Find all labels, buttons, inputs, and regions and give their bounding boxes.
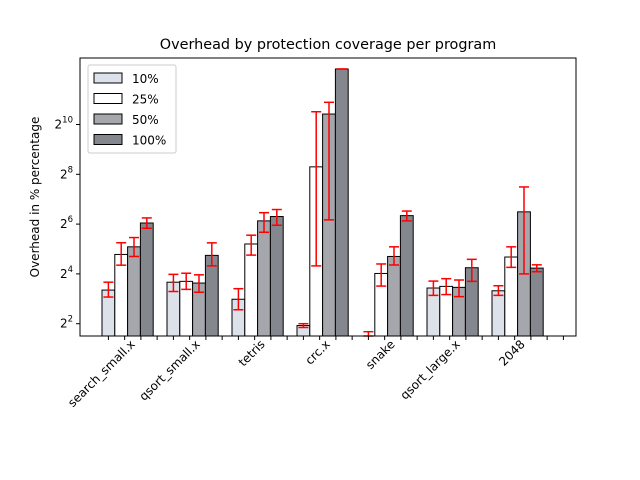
bar-100%-tetris xyxy=(269,216,284,337)
x-category-label-qsort_small.x: qsort_small.x xyxy=(136,337,202,403)
y-tick-label-2^4: 24 xyxy=(60,265,73,281)
bar-50%-tetris xyxy=(257,220,271,337)
legend-swatch-50% xyxy=(93,113,123,125)
x-category-label-2048: 2048 xyxy=(496,337,527,368)
bar-100%-search_small.x xyxy=(139,222,154,337)
bar-50%-snake xyxy=(387,255,401,337)
bar-25%-tetris xyxy=(244,243,259,337)
y-tick-label-2^10: 210 xyxy=(55,116,73,132)
legend-box xyxy=(87,64,177,154)
bar-25%-2048 xyxy=(504,256,519,337)
y-tick-label-2^2: 22 xyxy=(60,315,73,331)
legend-swatch-25% xyxy=(93,93,123,104)
y-tick-label-2^8: 28 xyxy=(60,165,73,181)
chart-title: Overhead by protection coverage per prog… xyxy=(160,37,496,53)
bar-100%-2048 xyxy=(529,267,544,337)
legend-swatch-10% xyxy=(93,72,123,84)
bar-100%-crc.x xyxy=(334,68,349,337)
x-category-label-crc.x: crc.x xyxy=(302,337,332,367)
legend-label-50%: 50% xyxy=(132,113,159,127)
x-category-label-snake: snake xyxy=(363,337,398,372)
x-category-label-qsort_large.x: qsort_large.x xyxy=(398,337,463,402)
legend-label-25%: 25% xyxy=(132,93,159,107)
legend: 10% 25% 50% 100% xyxy=(87,64,177,154)
bar-25%-search_small.x xyxy=(114,253,129,337)
y-tick-label-2^6: 26 xyxy=(60,215,73,231)
legend-label-100%: 100% xyxy=(132,134,166,148)
bar-100%-snake xyxy=(399,215,414,337)
x-category-label-search_small.x: search_small.x xyxy=(65,337,138,410)
bar-50%-search_small.x xyxy=(127,246,141,337)
legend-label-10%: 10% xyxy=(132,72,159,86)
bar-10%-2048 xyxy=(491,290,506,337)
legend-swatch-100% xyxy=(93,134,123,145)
plot-frame xyxy=(79,57,577,337)
bar-100%-qsort_small.x xyxy=(204,254,219,337)
y-axis-title: Overhead in % percentage xyxy=(28,117,42,278)
x-category-label-tetris: tetris xyxy=(236,337,268,369)
